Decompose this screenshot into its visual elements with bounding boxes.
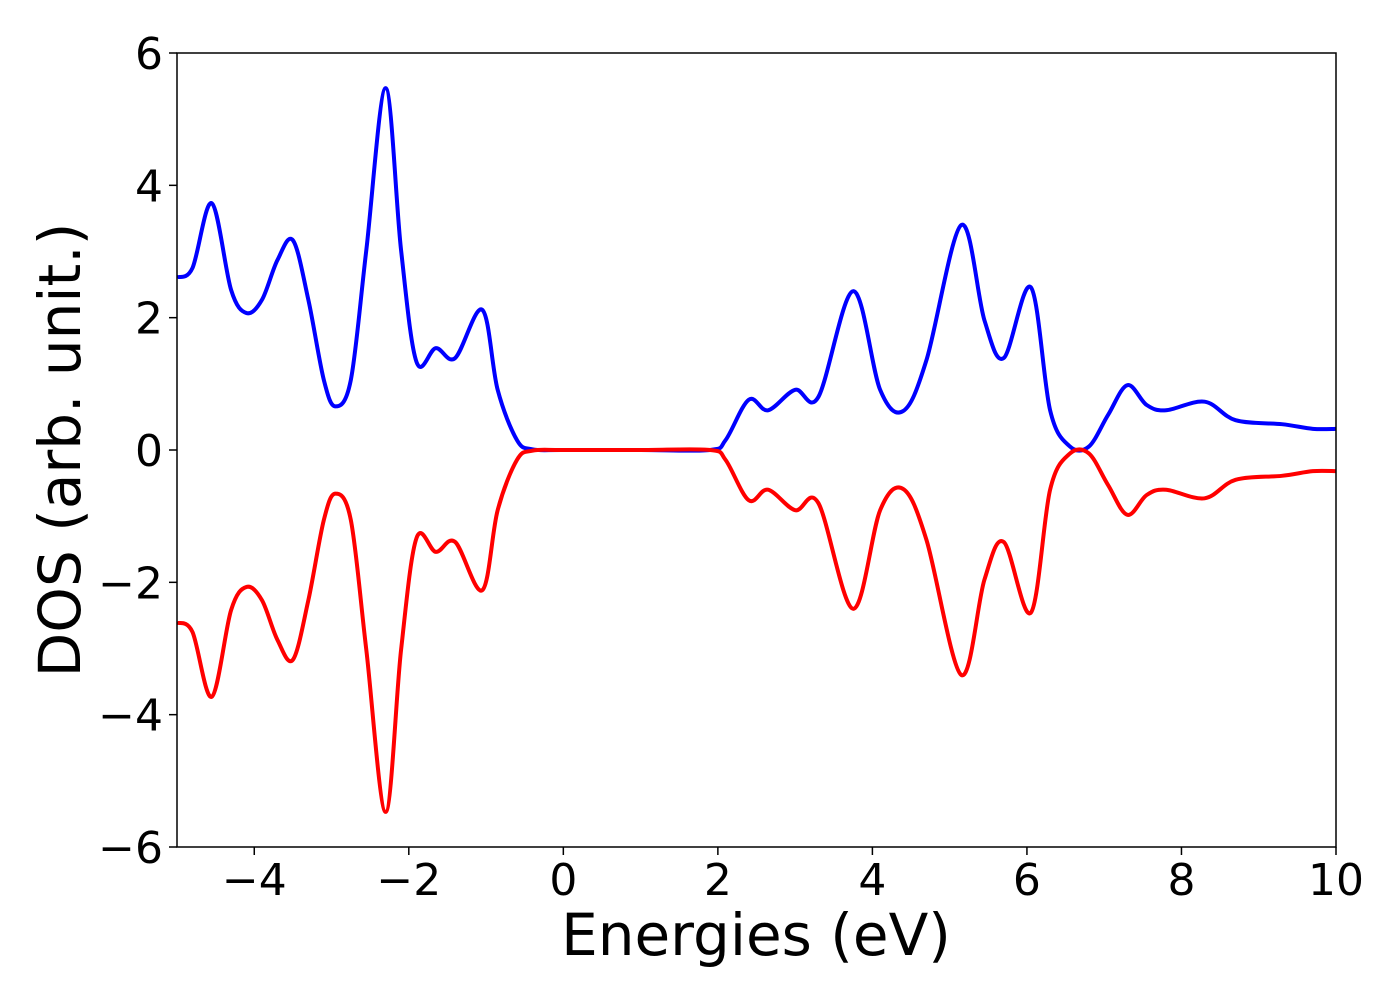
y-tick-label: 4 — [135, 161, 163, 212]
x-tick-label: −4 — [222, 855, 287, 906]
x-tick-label: 2 — [704, 855, 732, 906]
x-tick-label: 0 — [549, 855, 577, 906]
y-tick-label: −6 — [98, 823, 163, 874]
x-tick-label: 4 — [858, 855, 886, 906]
y-tick-label: −2 — [98, 558, 163, 609]
x-tick-label: 8 — [1167, 855, 1195, 906]
y-tick-label: 6 — [135, 29, 163, 80]
x-tick-label: −2 — [376, 855, 441, 906]
plot-frame — [176, 52, 1337, 848]
y-tick-label: 2 — [135, 294, 163, 345]
y-axis-label: DOS (arb. unit.) — [26, 223, 94, 678]
x-tick-label: 10 — [1308, 855, 1364, 906]
y-tick-label: −4 — [98, 691, 163, 742]
line-series — [177, 447, 1336, 814]
x-tick-label: 6 — [1013, 855, 1041, 906]
line-series — [177, 86, 1336, 453]
x-axis-label: Energies (eV) — [561, 901, 951, 969]
y-tick-label: 0 — [135, 426, 163, 477]
